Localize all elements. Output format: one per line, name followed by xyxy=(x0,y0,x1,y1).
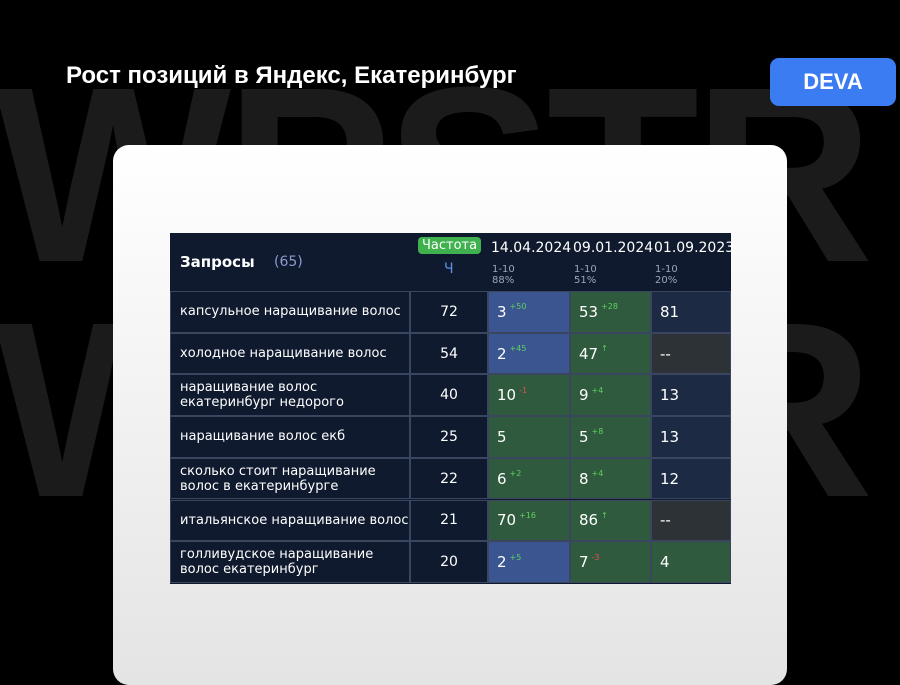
date: 09.01.2024 xyxy=(573,240,654,256)
frequency: 72 xyxy=(410,291,488,333)
position: 7 -3 xyxy=(570,541,651,583)
position-delta: +5 xyxy=(509,552,522,562)
position: 86 ↑ xyxy=(570,499,651,542)
position: 13 xyxy=(651,416,731,458)
position-delta: +8 xyxy=(591,427,604,437)
query: итальянское наращивание волос xyxy=(170,499,410,542)
date: 14.04.2024 xyxy=(491,240,572,256)
position: 5 xyxy=(488,416,570,458)
frequency: 20 xyxy=(410,541,488,583)
position-value: 3 xyxy=(497,302,507,321)
position: 2 +45 xyxy=(488,332,570,375)
position-value: 70 xyxy=(497,511,517,530)
freq-header: Частота xyxy=(418,237,482,254)
share: 20% xyxy=(655,275,678,286)
position-delta: +4 xyxy=(591,385,604,395)
date: 01.09.2023 xyxy=(654,240,735,256)
share: 88% xyxy=(492,275,515,286)
position-value: 86 xyxy=(579,511,599,530)
table: Запросы (65) Частота Ч 14.04.2024 1-10 88%… xyxy=(170,233,735,584)
position-delta: +4 xyxy=(591,469,604,479)
position-value: 8 xyxy=(579,469,589,488)
position-value: 4 xyxy=(660,553,670,572)
frequency: 25 xyxy=(410,416,488,458)
range: 1-10 xyxy=(492,264,515,275)
position: 81 xyxy=(651,291,731,333)
badge: DEVA xyxy=(770,58,896,106)
position: 12 xyxy=(651,457,731,500)
frequency: 22 xyxy=(410,457,488,500)
position-value: 7 xyxy=(579,553,589,572)
position: 2 +5 xyxy=(488,541,570,583)
position: 6 +2 xyxy=(488,457,570,500)
position: -- xyxy=(651,332,731,375)
position-delta: -1 xyxy=(519,385,528,395)
position: 5 +8 xyxy=(570,416,651,458)
position: 9 +4 xyxy=(570,374,651,417)
frequency: 21 xyxy=(410,499,488,542)
position-delta: +16 xyxy=(519,510,536,520)
query: холодное наращивание волос xyxy=(170,332,410,375)
position-value: 12 xyxy=(660,469,680,488)
query: наращивание волос екатеринбург недорого xyxy=(170,374,410,417)
query-count: (65) xyxy=(274,254,303,270)
position-value: 81 xyxy=(660,302,680,321)
position: 13 xyxy=(651,374,731,417)
position: -- xyxy=(651,499,731,542)
query: сколько стоит наращивание волос в екатер… xyxy=(170,457,410,500)
position-delta: +2 xyxy=(509,469,522,479)
position-value: 5 xyxy=(497,427,507,446)
position-delta: +45 xyxy=(509,344,527,354)
position-value: 5 xyxy=(579,427,589,446)
query-header: Запросы xyxy=(180,253,255,271)
position-delta: ↑ xyxy=(601,510,608,520)
position-value: -- xyxy=(660,511,671,530)
range: 1-10 xyxy=(655,264,678,275)
position: 70 +16 xyxy=(488,499,570,542)
position: 4 xyxy=(651,541,731,583)
query: капсульное наращивание волос xyxy=(170,291,410,333)
position-value: 13 xyxy=(660,427,680,446)
position-value: 9 xyxy=(579,386,589,405)
position-value: 6 xyxy=(497,469,507,488)
title: Рост позиций в Яндекс, Екатеринбург xyxy=(66,62,517,89)
position-value: 13 xyxy=(660,386,680,405)
position: 53 +28 xyxy=(570,291,651,333)
position-delta: ↑ xyxy=(601,344,608,354)
position-delta: -3 xyxy=(591,552,600,562)
position-value: -- xyxy=(660,344,671,363)
position-value: 2 xyxy=(497,344,507,363)
share: 51% xyxy=(574,275,597,286)
frequency: 40 xyxy=(410,374,488,417)
position: 10 -1 xyxy=(488,374,570,417)
position-value: 10 xyxy=(497,386,517,405)
query: голливудское наращивание волос екатеринб… xyxy=(170,541,410,583)
frequency: 54 xyxy=(410,332,488,375)
position-value: 47 xyxy=(579,344,599,363)
position: 3 +50 xyxy=(488,291,570,333)
position: 8 +4 xyxy=(570,457,651,500)
position: 47 ↑ xyxy=(570,332,651,375)
position-delta: +50 xyxy=(509,302,527,312)
position-delta: +28 xyxy=(601,302,618,312)
position-value: 53 xyxy=(579,302,599,321)
range: 1-10 xyxy=(574,264,597,275)
query: наращивание волос екб xyxy=(170,416,410,458)
position-value: 2 xyxy=(497,553,507,572)
freq-sub: Ч xyxy=(444,261,454,277)
